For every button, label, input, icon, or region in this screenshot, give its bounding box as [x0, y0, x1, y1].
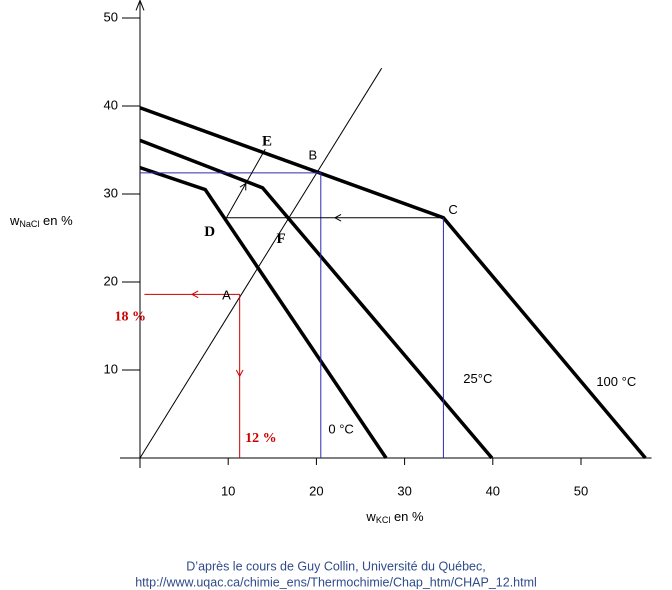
arrow-head	[235, 369, 244, 378]
y-label-rest: en %	[39, 213, 73, 228]
annotation: F	[277, 231, 286, 247]
x-tick-label: 10	[221, 483, 235, 498]
series-label: 100 °C	[596, 374, 636, 389]
y-tick-label: 30	[104, 185, 118, 200]
y-tick-label: 20	[104, 273, 118, 288]
y-label-main: w	[9, 213, 20, 228]
x-label-sub: KCl	[376, 515, 391, 525]
annotation: D	[204, 224, 215, 240]
series-label: 25°C	[463, 371, 492, 386]
y-axis-arrow	[135, 0, 145, 11]
y-tick-label: 10	[104, 361, 118, 376]
isotherm	[139, 106, 647, 460]
annotation: C	[448, 202, 457, 217]
isotherm	[139, 138, 494, 460]
source: http://www.uqac.ca/chimie_ens/Thermochim…	[135, 575, 537, 589]
annotation: A	[222, 288, 231, 303]
y-tick-label: 40	[104, 97, 118, 112]
arrow-head	[239, 182, 247, 191]
annotation: 12 %	[245, 431, 277, 446]
series-label: 0 °C	[328, 421, 353, 436]
tie-line	[139, 67, 383, 459]
x-axis-label: wKCl en %	[365, 509, 424, 525]
annotation: B	[309, 148, 318, 163]
x-tick-label: 20	[309, 483, 323, 498]
x-tick-label: 30	[397, 483, 411, 498]
y-axis-label: wNaCl en %	[9, 213, 73, 229]
annotation: 18 %	[115, 309, 147, 324]
source: D’après le cours de Guy Collin, Universi…	[186, 559, 485, 573]
arrow-head	[190, 290, 199, 299]
y-label-sub: NaCl	[19, 219, 39, 229]
x-label-main: w	[365, 509, 376, 524]
x-label-rest: en %	[390, 509, 424, 524]
x-tick-label: 40	[486, 483, 500, 498]
x-tick-label: 50	[574, 483, 588, 498]
annotation: E	[262, 134, 272, 150]
y-tick-label: 50	[104, 9, 118, 24]
arrow-head	[333, 213, 342, 222]
isotherm	[139, 165, 388, 459]
